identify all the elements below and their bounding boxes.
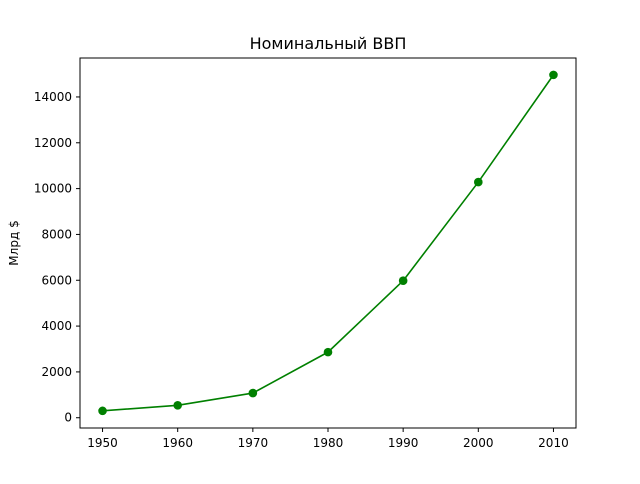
x-tick-label: 1970	[238, 436, 269, 450]
x-tick-label: 1960	[162, 436, 193, 450]
axis-ticks: 1950 1960 1970 1980 1990 2000 2010 0 2000 4000 600…	[34, 90, 569, 450]
x-tick-label: 2000	[463, 436, 494, 450]
series-layer	[98, 70, 558, 416]
y-tick-label: 4000	[41, 319, 72, 333]
data-point	[98, 406, 107, 416]
plot-area-frame	[79, 57, 577, 429]
x-tick-label: 1950	[87, 436, 118, 450]
y-tick-label: 6000	[41, 273, 72, 287]
y-tick-label: 2000	[41, 365, 72, 379]
data-point	[474, 177, 483, 187]
x-tick-label: 2010	[538, 436, 569, 450]
y-axis-label: Млрд $	[7, 220, 21, 265]
data-point	[323, 347, 333, 357]
y-tick-label: 0	[64, 411, 72, 425]
y-tick-label: 10000	[34, 182, 72, 196]
x-tick-label: 1980	[313, 436, 344, 450]
y-tick-label: 14000	[34, 90, 72, 104]
data-point	[248, 388, 258, 398]
data-point	[398, 276, 408, 286]
data-point	[173, 400, 182, 410]
chart-title: Номинальный ВВП	[250, 34, 407, 53]
x-tick-label: 1990	[388, 436, 419, 450]
y-tick-label: 8000	[41, 227, 72, 241]
data-point	[549, 70, 558, 80]
y-tick-label: 12000	[34, 136, 72, 150]
